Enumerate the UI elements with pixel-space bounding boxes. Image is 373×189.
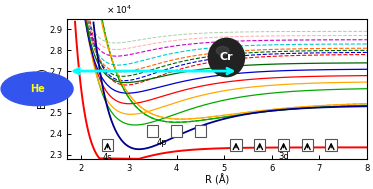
Bar: [302, 139, 313, 151]
Text: 3d: 3d: [278, 152, 289, 161]
Text: 4s: 4s: [103, 153, 112, 162]
Bar: [278, 139, 289, 151]
Ellipse shape: [209, 38, 245, 77]
Text: He: He: [30, 84, 44, 94]
Bar: [171, 125, 182, 137]
Text: 4p: 4p: [157, 138, 167, 146]
Bar: [326, 139, 337, 151]
Bar: [147, 125, 159, 137]
Text: $\times\,10^4$: $\times\,10^4$: [106, 4, 132, 16]
Bar: [254, 139, 266, 151]
X-axis label: R (Å): R (Å): [205, 174, 229, 186]
Ellipse shape: [216, 46, 229, 55]
Bar: [230, 139, 242, 151]
Y-axis label: E (cm⁻¹): E (cm⁻¹): [38, 68, 48, 109]
Bar: [102, 139, 113, 151]
Circle shape: [1, 72, 73, 106]
Text: Cr: Cr: [220, 53, 233, 62]
Bar: [195, 125, 206, 137]
